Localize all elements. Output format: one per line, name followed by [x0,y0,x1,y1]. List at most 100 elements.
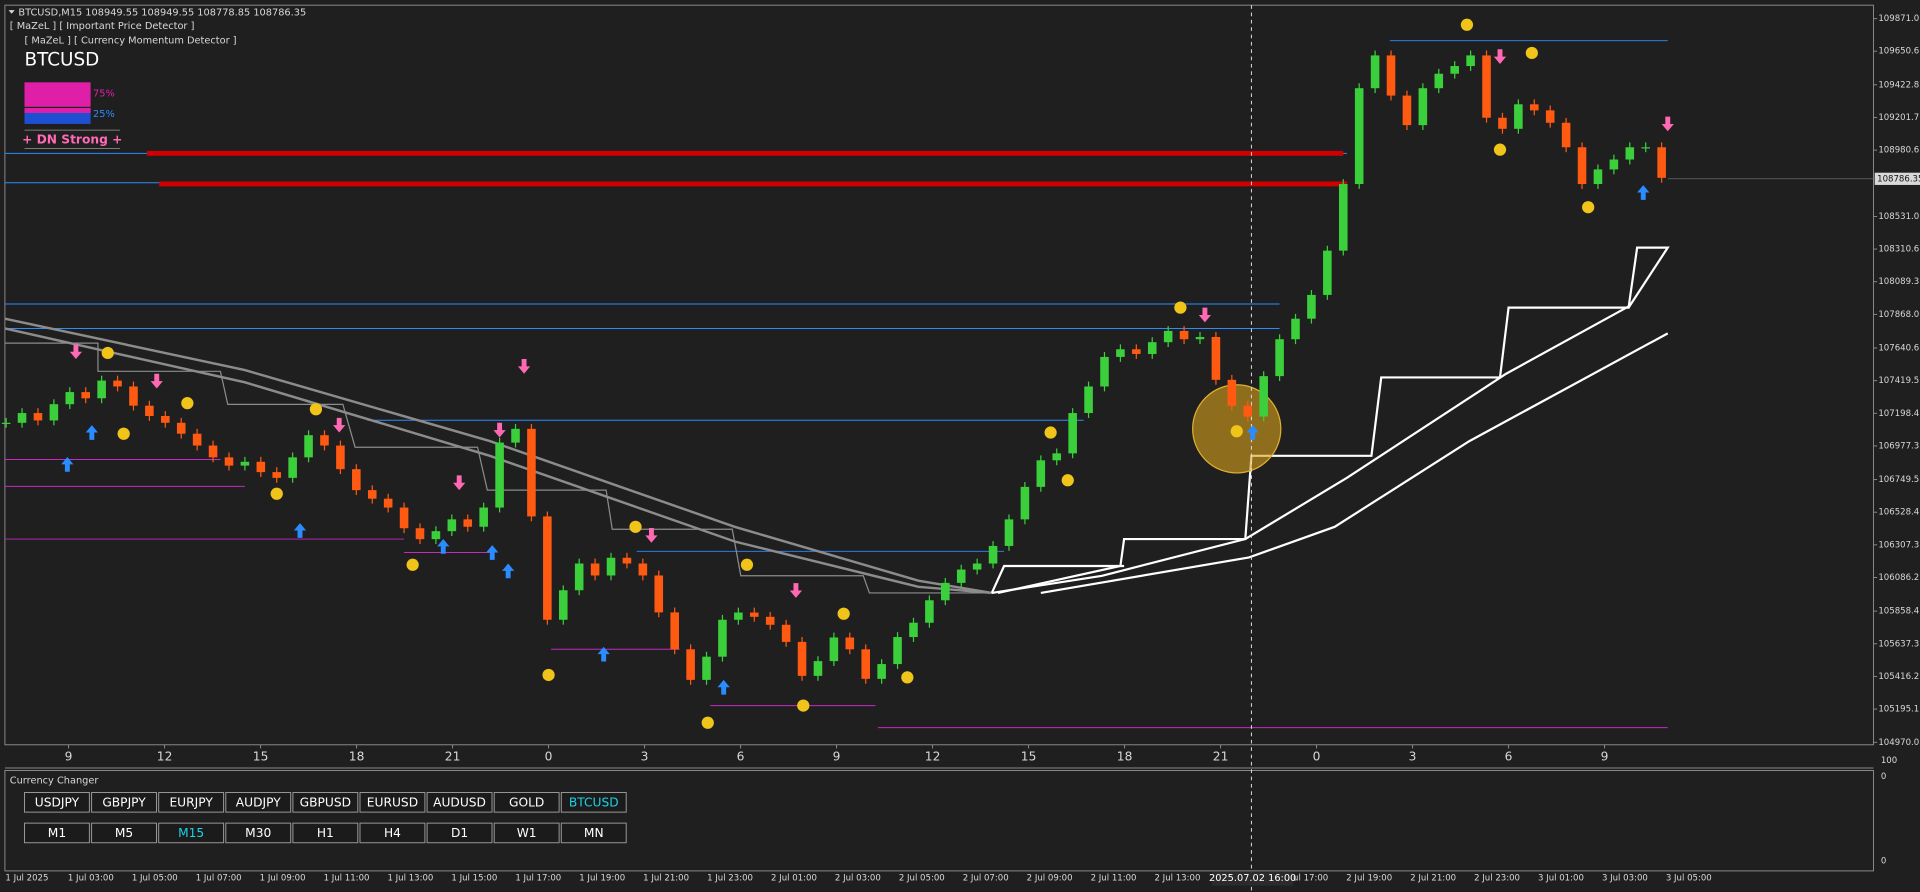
button-label[interactable]: GBPUSD [300,795,351,809]
button[interactable]: M5 [91,822,157,844]
button[interactable]: H1 [292,822,359,844]
date-label: 1 Jul 15:00 [451,874,497,884]
button[interactable]: W1 [493,822,560,844]
hour-label: 12 [157,750,173,764]
button-frame[interactable] [24,822,90,844]
button[interactable]: GOLD [493,792,560,813]
button-frame[interactable] [24,792,90,813]
button-label[interactable]: AUDUSD [433,795,486,809]
button-label[interactable]: USDJPY [35,795,80,809]
button-frame[interactable] [292,822,359,844]
button-label[interactable]: BTCUSD [569,795,619,809]
button-frame[interactable] [426,822,493,844]
collapse-icon[interactable] [8,10,15,14]
button[interactable]: H4 [359,822,426,844]
button[interactable]: USDJPY [24,792,90,813]
button-frame[interactable] [359,822,426,844]
subwindow-frame [4,770,1874,872]
candle [176,422,186,434]
candle [1100,356,1109,387]
indicator-name: [ MaZeL ] [ Important Price Detector ] [10,21,195,32]
signal-dot [740,558,754,571]
bear-percent: 25% [93,109,115,120]
button-label[interactable]: D1 [451,826,468,840]
subwindow-axis-label: 100 [1881,756,1897,766]
button-frame[interactable] [225,822,292,844]
button[interactable]: BTCUSD [560,792,627,813]
candle [192,433,202,446]
candle [829,637,839,662]
button-frame[interactable] [359,792,426,813]
button-frame[interactable] [225,792,292,813]
candle [543,516,552,620]
button-frame[interactable] [493,792,560,813]
button-label[interactable]: M5 [115,826,133,840]
candle [1291,318,1300,340]
button[interactable]: GBPUSD [292,792,359,813]
button[interactable]: M1 [24,822,90,844]
current-price-label: 108786.35 [1877,174,1920,184]
button-label[interactable]: H4 [384,826,401,840]
hour-label: 3 [1409,750,1417,764]
candle [240,461,250,466]
candle [734,612,743,620]
candle [1307,294,1316,319]
button-label[interactable]: MN [584,826,604,840]
candle [909,622,918,638]
candle [1179,330,1189,340]
button-label[interactable]: H1 [317,826,334,840]
candle [781,624,791,642]
button-frame[interactable] [560,822,627,844]
candle [1354,88,1364,185]
button[interactable]: MN [560,822,627,844]
signal-dot [1174,301,1187,314]
button-label[interactable]: EURUSD [367,795,418,809]
price-label: 105195.1 [1878,705,1919,715]
price-label: 107868.0 [1878,310,1919,320]
candle [1402,95,1412,126]
candle [1132,349,1141,354]
button-frame[interactable] [91,822,157,844]
button-label[interactable]: W1 [517,826,537,840]
button-frame[interactable] [292,792,359,813]
button-frame[interactable] [158,822,225,844]
subwindow-axis-label: 0 [1881,772,1886,782]
button-label[interactable]: M15 [178,826,204,840]
hour-label: 18 [349,750,365,764]
button-label[interactable]: GOLD [509,795,544,809]
hour-label: 12 [925,750,941,764]
button-frame[interactable] [560,792,627,813]
button-label[interactable]: M30 [245,826,271,840]
button-frame[interactable] [426,792,493,813]
button[interactable]: GBPJPY [91,792,157,813]
date-label: 2 Jul 13:00 [1155,874,1201,884]
button-frame[interactable] [493,822,560,844]
button[interactable]: AUDJPY [225,792,292,813]
candle [988,545,998,564]
candle [1259,376,1268,417]
button-frame[interactable] [158,792,225,813]
candle [208,445,218,458]
button[interactable]: EURUSD [359,792,426,813]
price-label: 106749.5 [1878,475,1919,485]
candle [336,445,345,470]
button[interactable]: D1 [426,822,493,844]
button[interactable]: M30 [225,822,292,844]
candle [670,612,679,650]
candle [1386,55,1396,96]
button[interactable]: M15 [158,822,225,844]
price-label: 109650.6 [1878,47,1919,57]
button-label[interactable]: AUDJPY [236,795,281,809]
button-label[interactable]: EURJPY [169,795,213,809]
signal-dot [701,716,714,729]
button-label[interactable]: M1 [48,826,66,840]
date-label: 1 Jul 17:00 [515,874,561,884]
button[interactable]: AUDUSD [426,792,493,813]
date-label: 1 Jul 19:00 [579,874,625,884]
button-frame[interactable] [91,792,157,813]
hour-label: 6 [1505,750,1513,764]
button[interactable]: EURJPY [158,792,225,813]
button-label[interactable]: GBPJPY [102,795,146,809]
date-label: 2 Jul 03:00 [835,874,881,884]
